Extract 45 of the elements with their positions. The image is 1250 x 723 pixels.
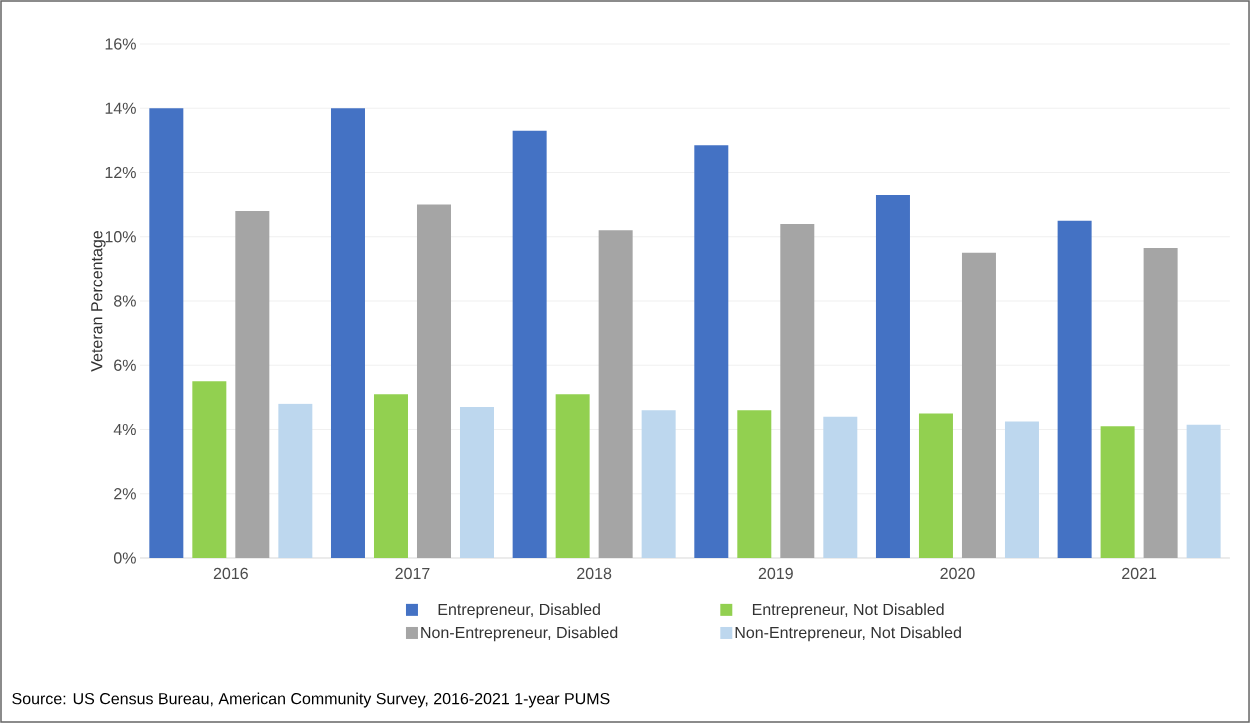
bar xyxy=(330,108,365,558)
bar xyxy=(823,416,858,558)
y-tick-label: 14% xyxy=(105,102,136,114)
bar xyxy=(641,410,676,558)
y-tick-label: 8% xyxy=(114,295,136,307)
bar xyxy=(918,413,953,558)
legend-label: Non-Entrepreneur, Disabled xyxy=(421,626,618,642)
bar xyxy=(1143,247,1178,558)
x-tick-label: 2016 xyxy=(213,567,248,580)
bar xyxy=(1186,424,1221,558)
y-tick-label: 2% xyxy=(114,488,136,500)
y-tick-label: 10% xyxy=(105,231,136,243)
bar xyxy=(598,230,633,558)
bar xyxy=(149,108,184,558)
bar xyxy=(416,204,451,558)
source-note: Source: US Census Bureau, American Community Survey, 2016-2021 1-year PUMS xyxy=(12,692,610,708)
x-tick-label: 2021 xyxy=(1122,567,1157,580)
legend-label: Entrepreneur, Disabled xyxy=(438,603,600,619)
bar xyxy=(1100,426,1135,558)
bar xyxy=(235,211,270,558)
legend-label: Non-Entrepreneur, Not Disabled xyxy=(735,626,961,642)
bar xyxy=(512,130,547,558)
y-tick-label: 4% xyxy=(113,423,136,436)
bar xyxy=(961,252,996,558)
y-tick-label: 12% xyxy=(105,166,136,179)
bar xyxy=(555,394,590,558)
y-axis-title: Veteran Percentage xyxy=(91,231,106,372)
bar xyxy=(459,407,494,558)
x-tick-label: 2018 xyxy=(577,567,612,580)
bar xyxy=(1004,421,1039,558)
y-tick-label: 0% xyxy=(113,552,136,564)
x-tick-label: 2019 xyxy=(758,567,793,580)
y-tick-label: 6% xyxy=(114,359,136,371)
bar xyxy=(278,403,313,558)
x-tick-label: 2017 xyxy=(395,567,430,580)
bar xyxy=(694,145,729,558)
bar xyxy=(192,381,227,558)
y-tick-label: 16% xyxy=(105,38,136,50)
x-tick-label: 2020 xyxy=(940,567,975,580)
legend-label: Entrepreneur, Not Disabled xyxy=(752,603,944,619)
bar xyxy=(737,410,772,558)
bar xyxy=(780,223,815,558)
bar xyxy=(373,394,408,558)
bar xyxy=(1057,220,1092,558)
bar xyxy=(875,194,910,558)
